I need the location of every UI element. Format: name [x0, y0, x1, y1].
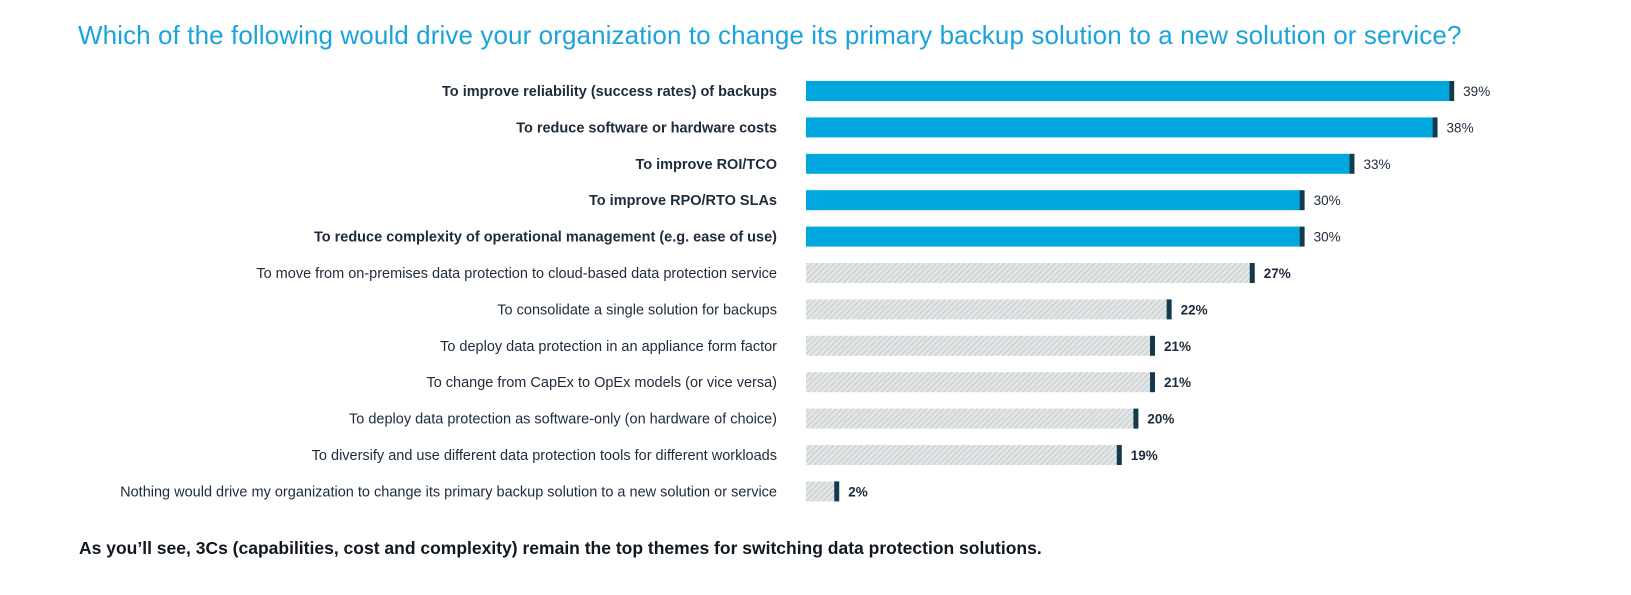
- bar-end-cap: [1133, 408, 1139, 429]
- value-label: 27%: [1264, 266, 1291, 281]
- category-label: To diversify and use different data prot…: [312, 448, 777, 464]
- category-label: To improve reliability (success rates) o…: [442, 84, 777, 100]
- bar-end-cap: [1299, 190, 1305, 211]
- bar: [806, 263, 1250, 283]
- category-label: To reduce software or hardware costs: [516, 120, 777, 136]
- category-label: To move from on-premises data protection…: [256, 266, 777, 282]
- value-label: 33%: [1363, 157, 1390, 172]
- bar-end-cap: [834, 481, 840, 502]
- chart-title: Which of the following would drive your …: [78, 20, 1462, 50]
- bar: [806, 335, 1151, 356]
- category-label: To deploy data protection as software-on…: [349, 412, 777, 428]
- category-label: To change from CapEx to OpEx models (or …: [426, 375, 777, 391]
- bar: [806, 481, 835, 502]
- bar-end-cap: [1432, 117, 1438, 138]
- value-label: 30%: [1314, 193, 1341, 208]
- bar: [806, 408, 1134, 429]
- bar: [806, 226, 1300, 247]
- footnote: As you’ll see, 3Cs (capabilities, cost a…: [79, 538, 1042, 558]
- bar: [806, 190, 1300, 211]
- bar-chart: To improve reliability (success rates) o…: [120, 81, 1490, 502]
- bar-end-cap: [1150, 335, 1156, 356]
- bar: [806, 299, 1167, 320]
- bar: [806, 372, 1151, 393]
- bar-end-cap: [1449, 81, 1455, 101]
- category-label: To improve ROI/TCO: [635, 157, 777, 173]
- bar-end-cap: [1166, 299, 1172, 320]
- value-label: 39%: [1463, 84, 1490, 99]
- bar-end-cap: [1116, 445, 1122, 465]
- bar-end-cap: [1349, 153, 1355, 174]
- bar: [806, 153, 1350, 174]
- value-label: 20%: [1147, 412, 1174, 427]
- category-label: Nothing would drive my organization to c…: [120, 484, 777, 500]
- bar: [806, 445, 1117, 465]
- category-label: To reduce complexity of operational mana…: [314, 230, 777, 246]
- value-label: 38%: [1447, 120, 1474, 135]
- bar: [806, 81, 1450, 101]
- category-label: To consolidate a single solution for bac…: [497, 302, 777, 318]
- bar-end-cap: [1299, 226, 1305, 247]
- value-label: 30%: [1314, 230, 1341, 245]
- bars-group: To improve reliability (success rates) o…: [120, 81, 1490, 502]
- category-label: To improve RPO/RTO SLAs: [589, 193, 777, 209]
- value-label: 21%: [1164, 375, 1191, 390]
- value-label: 2%: [848, 484, 868, 499]
- category-label: To deploy data protection in an applianc…: [440, 339, 777, 355]
- value-label: 19%: [1131, 448, 1158, 463]
- bar-end-cap: [1150, 372, 1156, 393]
- value-label: 21%: [1164, 339, 1191, 354]
- bar-end-cap: [1249, 263, 1255, 283]
- value-label: 22%: [1181, 302, 1208, 317]
- bar: [806, 117, 1433, 138]
